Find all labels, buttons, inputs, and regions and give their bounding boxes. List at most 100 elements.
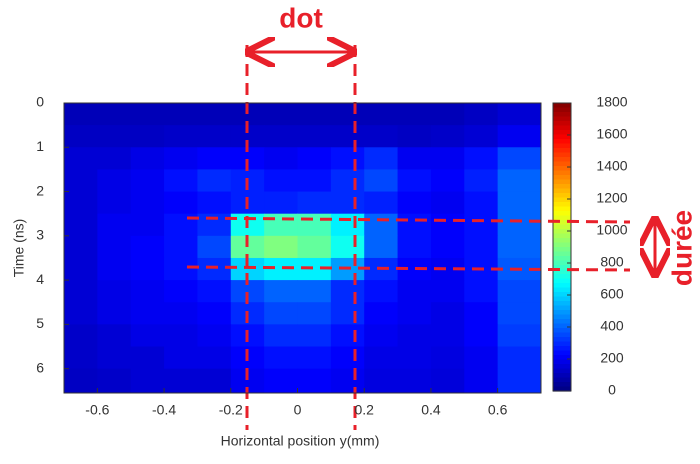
heatmap-cell xyxy=(97,346,132,370)
x-tick-label: -0.6 xyxy=(85,402,109,418)
heatmap-cell xyxy=(164,147,198,170)
heatmap-cell xyxy=(330,235,365,259)
heatmap-cell xyxy=(464,280,499,303)
y-tick-label: 2 xyxy=(36,182,44,198)
colorbar-frame xyxy=(552,102,572,392)
heatmap-cell xyxy=(330,125,365,148)
heatmap-cell xyxy=(497,302,542,325)
heatmap-cell xyxy=(197,368,232,394)
heatmap-cell xyxy=(397,302,432,325)
colorbar-tick-label: 1800 xyxy=(596,94,627,110)
x-tick-label: 0.4 xyxy=(421,402,441,418)
heatmap-cell xyxy=(397,324,432,348)
heatmap-cell xyxy=(464,235,499,259)
heatmap-cell xyxy=(164,302,198,325)
y-axis-label: Time (ns) xyxy=(11,219,27,278)
heatmap-cell xyxy=(97,147,132,170)
heatmap-cell xyxy=(497,147,542,170)
colorbar-swatch xyxy=(553,373,571,379)
heatmap-cell xyxy=(297,257,332,281)
heatmap-cell xyxy=(330,213,365,237)
colorbar-swatch xyxy=(553,112,571,118)
colorbar-tick-label: 800 xyxy=(600,254,624,270)
heatmap-cell xyxy=(264,169,298,193)
heatmap-cell xyxy=(264,302,298,325)
heatmap-cell xyxy=(497,324,542,348)
heatmap-cell xyxy=(464,169,499,193)
colorbar-swatch xyxy=(553,139,571,145)
heatmap-cell xyxy=(197,191,232,215)
heatmap-cell xyxy=(264,368,298,394)
colorbar-swatch xyxy=(553,116,571,122)
colorbar-swatch xyxy=(553,346,571,352)
colorbar-swatch xyxy=(553,220,571,226)
colorbar-swatch xyxy=(553,215,571,221)
colorbar-swatch xyxy=(553,193,571,199)
heatmap-cell xyxy=(130,125,165,148)
heatmap-cell xyxy=(297,324,332,348)
heatmap-cell xyxy=(97,235,132,259)
colorbar-swatch xyxy=(553,125,571,131)
colorbar-swatch xyxy=(553,188,571,194)
heatmap-cell xyxy=(130,147,165,170)
heatmap-cell xyxy=(197,302,232,325)
heatmap-cell xyxy=(264,213,298,237)
heatmap-cell xyxy=(130,191,165,215)
heatmap-cell xyxy=(64,147,98,170)
heatmap-cell xyxy=(97,257,132,281)
heatmap-cell xyxy=(64,169,98,193)
heatmap-cell xyxy=(397,368,432,394)
heatmap-cell xyxy=(230,125,265,148)
heatmap-cell xyxy=(297,368,332,394)
heatmap-cell xyxy=(130,235,165,259)
heatmap-cell xyxy=(164,368,198,394)
colorbar-tick-label: 1600 xyxy=(596,126,627,142)
heatmap-cell xyxy=(397,257,432,281)
heatmap-cell xyxy=(497,103,542,126)
colorbar-swatch xyxy=(553,274,571,280)
heatmap-cell xyxy=(64,257,98,281)
heatmap-cell xyxy=(464,368,499,394)
x-tick-label: 0.6 xyxy=(488,402,508,418)
heatmap-cell xyxy=(297,125,332,148)
heatmap-cell xyxy=(430,235,465,259)
y-tick-label: 0 xyxy=(36,94,44,110)
heatmap-cell xyxy=(164,235,198,259)
colorbar-swatch xyxy=(553,377,571,383)
heatmap-cell xyxy=(430,125,465,148)
heatmap-cell xyxy=(364,125,399,148)
colorbar-swatch xyxy=(553,206,571,212)
colorbar-tick-label: 0 xyxy=(608,382,616,398)
colorbar-swatch xyxy=(553,283,571,289)
heatmap xyxy=(64,103,542,394)
colorbar-swatch xyxy=(553,184,571,190)
heatmap-cell xyxy=(497,280,542,303)
colorbar-swatch xyxy=(553,202,571,208)
heatmap-cell xyxy=(64,302,98,325)
heatmap-cell xyxy=(464,346,499,370)
heatmap-cell xyxy=(264,324,298,348)
heatmap-cell xyxy=(197,324,232,348)
dashed-line xyxy=(186,265,631,272)
heatmap-cell xyxy=(330,368,365,394)
heatmap-cell xyxy=(430,324,465,348)
plot-frame xyxy=(63,102,542,394)
heatmap-cell xyxy=(397,191,432,215)
heatmap-cell xyxy=(364,346,399,370)
heatmap-cell xyxy=(364,302,399,325)
heatmap-cell xyxy=(430,103,465,126)
colorbar-swatch xyxy=(553,238,571,244)
heatmap-cell xyxy=(297,191,332,215)
y-tick-label: 3 xyxy=(36,227,44,243)
heatmap-cell xyxy=(497,213,542,237)
colorbar-swatch xyxy=(553,157,571,163)
heatmap-cell xyxy=(364,147,399,170)
colorbar-swatch xyxy=(553,148,571,154)
colorbar-swatch xyxy=(553,350,571,356)
colorbar-tick-label: 1000 xyxy=(596,222,627,238)
heatmap-cell xyxy=(364,169,399,193)
heatmap-cell xyxy=(397,346,432,370)
heatmap-cell xyxy=(330,103,365,126)
colorbar-swatch xyxy=(553,121,571,127)
colorbar-swatch xyxy=(553,292,571,298)
